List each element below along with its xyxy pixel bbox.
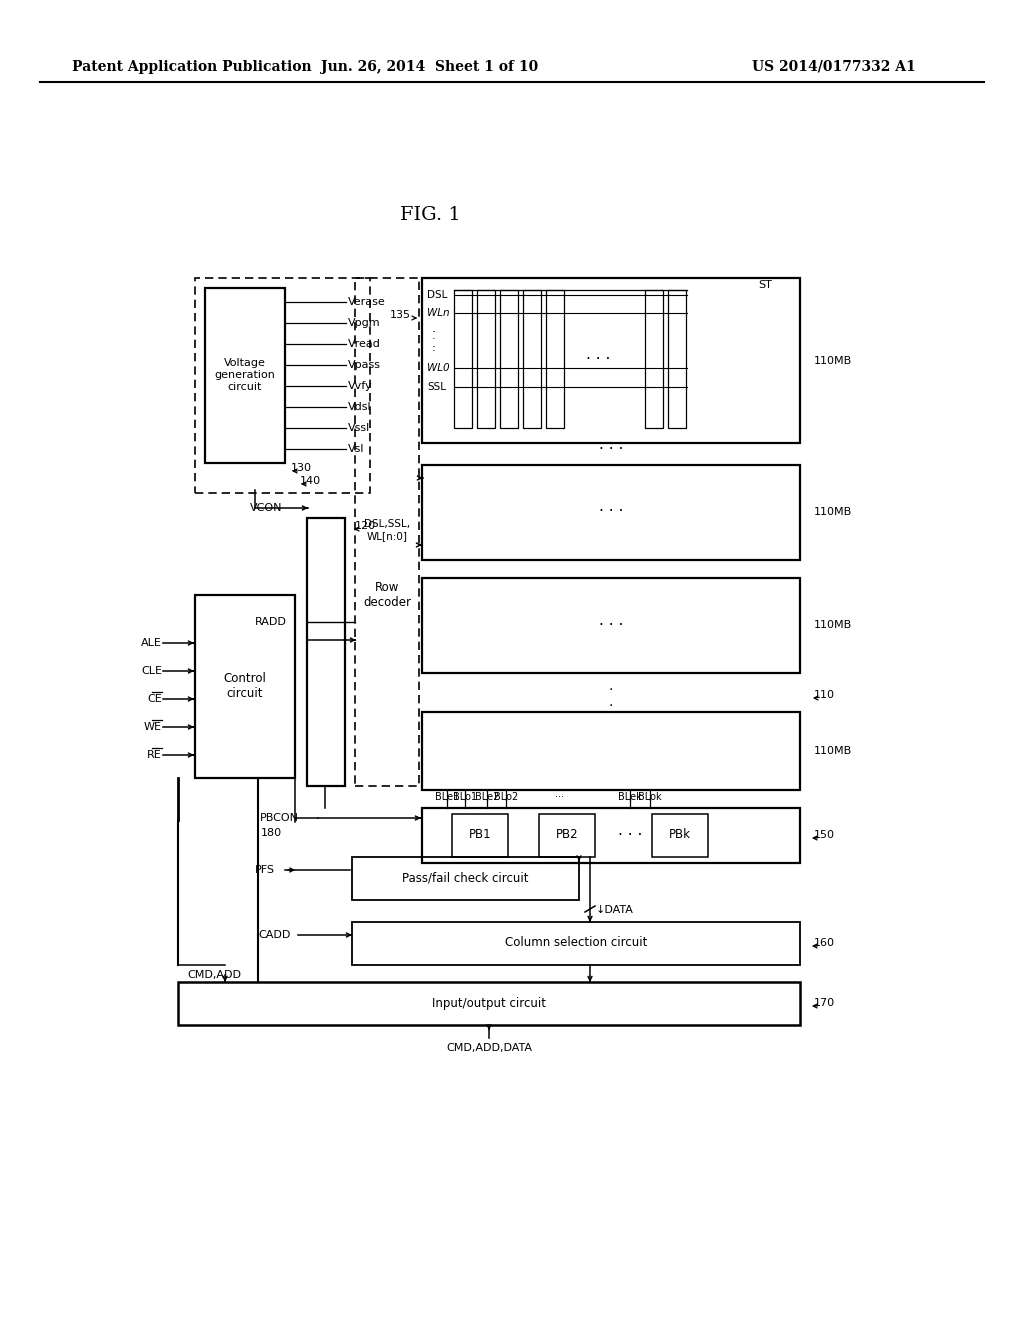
Bar: [546, 290, 564, 428]
Bar: [352, 857, 579, 900]
Text: ·
·
·: · · ·: [609, 667, 613, 713]
Text: 110MB: 110MB: [814, 356, 852, 366]
Text: Control
circuit: Control circuit: [223, 672, 266, 700]
Text: Verase: Verase: [348, 297, 386, 308]
Bar: [352, 921, 800, 965]
Bar: [422, 578, 800, 673]
Text: RADD: RADD: [255, 616, 287, 627]
Text: Patent Application Publication: Patent Application Publication: [72, 59, 311, 74]
Bar: [500, 290, 518, 428]
Text: WE: WE: [144, 722, 162, 733]
Text: US 2014/0177332 A1: US 2014/0177332 A1: [752, 59, 915, 74]
Text: WLn: WLn: [427, 308, 450, 318]
Text: Pass/fail check circuit: Pass/fail check circuit: [401, 871, 528, 884]
Text: Vpass: Vpass: [348, 360, 381, 370]
Bar: [422, 279, 800, 444]
Text: Vsl: Vsl: [348, 444, 365, 454]
Text: Vread: Vread: [348, 339, 381, 348]
Text: Column selection circuit: Column selection circuit: [505, 936, 647, 949]
Text: ·
·: · ·: [432, 326, 436, 354]
Text: 130: 130: [291, 463, 312, 473]
Text: 180: 180: [261, 828, 283, 838]
Text: 110MB: 110MB: [814, 620, 852, 630]
Text: PBCON: PBCON: [260, 813, 299, 822]
Text: 120: 120: [355, 521, 376, 531]
Text: BLok: BLok: [638, 792, 662, 803]
Text: PB2: PB2: [556, 829, 579, 842]
Text: · · ·: · · ·: [599, 442, 624, 458]
Bar: [652, 814, 708, 857]
Bar: [422, 808, 800, 863]
Text: PBk: PBk: [669, 829, 691, 842]
Bar: [452, 814, 508, 857]
Text: CMD,ADD: CMD,ADD: [187, 970, 241, 979]
Text: 110MB: 110MB: [814, 746, 852, 756]
Text: 110MB: 110MB: [814, 507, 852, 517]
Bar: [178, 982, 800, 1026]
Text: Input/output circuit: Input/output circuit: [432, 997, 546, 1010]
Bar: [477, 290, 495, 428]
Text: ↓DATA: ↓DATA: [596, 906, 634, 915]
Text: CADD: CADD: [258, 931, 291, 940]
Text: SSL: SSL: [427, 381, 446, 392]
Text: ALE: ALE: [141, 638, 162, 648]
Text: CLE: CLE: [141, 667, 162, 676]
Text: CMD,ADD,DATA: CMD,ADD,DATA: [446, 1043, 532, 1053]
Text: CE: CE: [147, 694, 162, 704]
Text: ···: ···: [555, 792, 564, 803]
Text: Row
decoder: Row decoder: [362, 581, 411, 609]
Text: ·
·: · ·: [432, 334, 435, 356]
Text: 140: 140: [300, 477, 322, 486]
Text: PB1: PB1: [469, 829, 492, 842]
Text: 160: 160: [814, 939, 835, 948]
Text: Vvfy: Vvfy: [348, 381, 373, 391]
Text: Vssl: Vssl: [348, 422, 371, 433]
Bar: [205, 288, 285, 463]
Text: 150: 150: [814, 830, 835, 840]
Text: Vdsl: Vdsl: [348, 403, 372, 412]
Text: BLe2: BLe2: [475, 792, 499, 803]
Text: BLo2: BLo2: [494, 792, 518, 803]
Text: · · ·: · · ·: [617, 828, 642, 842]
Bar: [668, 290, 686, 428]
Text: FIG. 1: FIG. 1: [399, 206, 461, 224]
Text: · · ·: · · ·: [599, 618, 624, 632]
Text: WL0: WL0: [427, 363, 450, 374]
Text: BLo1: BLo1: [453, 792, 477, 803]
Text: Jun. 26, 2014  Sheet 1 of 10: Jun. 26, 2014 Sheet 1 of 10: [322, 59, 539, 74]
Text: BLek: BLek: [618, 792, 642, 803]
Bar: [422, 465, 800, 560]
Text: ST: ST: [758, 280, 772, 290]
Text: 170: 170: [814, 998, 836, 1008]
Bar: [523, 290, 541, 428]
Text: · · ·: · · ·: [586, 352, 610, 367]
Bar: [355, 279, 419, 785]
Text: Voltage
generation
circuit: Voltage generation circuit: [215, 359, 275, 392]
Text: DSL,SSL,
WL[n:0]: DSL,SSL, WL[n:0]: [364, 519, 410, 541]
Bar: [195, 279, 370, 492]
Text: Vpgm: Vpgm: [348, 318, 381, 327]
Text: RE: RE: [147, 750, 162, 760]
Text: 110: 110: [814, 690, 835, 700]
Bar: [454, 290, 472, 428]
Text: VCON: VCON: [250, 503, 283, 513]
Bar: [539, 814, 595, 857]
Text: · · ·: · · ·: [599, 504, 624, 520]
Bar: [645, 290, 663, 428]
Text: BLe1: BLe1: [435, 792, 459, 803]
Bar: [195, 595, 295, 777]
Text: DSL: DSL: [427, 290, 447, 300]
Bar: [307, 517, 345, 785]
Text: PFS: PFS: [255, 865, 275, 875]
Bar: [422, 711, 800, 789]
Text: 135: 135: [390, 310, 411, 319]
